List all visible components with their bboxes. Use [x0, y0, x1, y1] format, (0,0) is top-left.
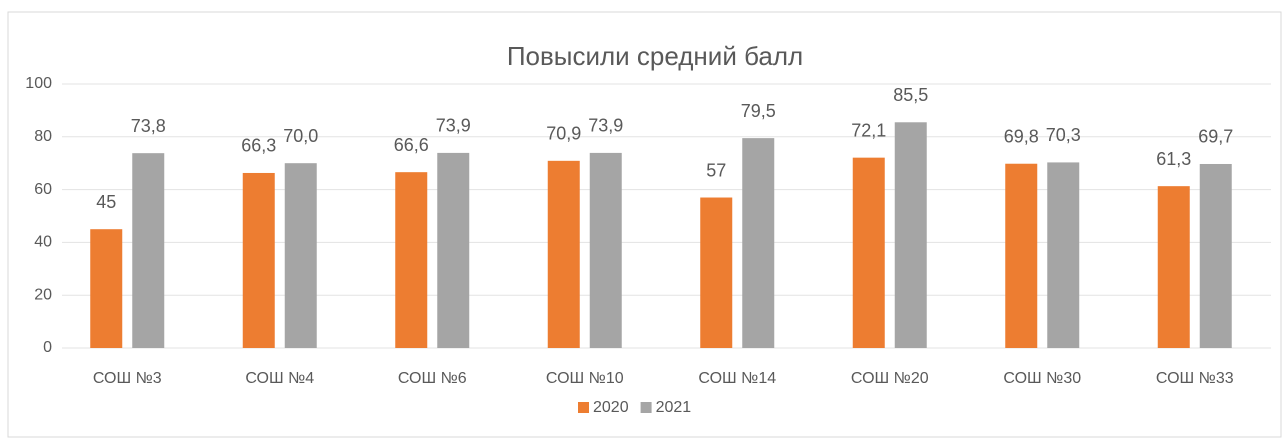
bar — [284, 163, 317, 348]
bar — [852, 157, 885, 348]
value-label: 66,3 — [241, 136, 276, 156]
bar — [1199, 163, 1232, 348]
bar — [1005, 163, 1038, 348]
chart-frame — [7, 11, 1282, 438]
bar — [1157, 186, 1190, 348]
bar — [700, 197, 733, 348]
value-label: 73,8 — [131, 116, 166, 136]
bar — [395, 172, 428, 348]
value-label: 73,9 — [436, 116, 471, 136]
x-tick-label: СОШ №14 — [698, 370, 776, 387]
value-label: 66,6 — [394, 135, 429, 155]
value-label: 70,9 — [546, 124, 581, 144]
x-tick-label: СОШ №30 — [1003, 370, 1081, 387]
bar — [132, 153, 165, 348]
value-label: 85,5 — [893, 85, 928, 105]
legend-swatch — [640, 402, 652, 413]
bar — [1047, 162, 1080, 348]
x-tick-label: СОШ №6 — [398, 370, 467, 387]
value-label: 79,5 — [741, 101, 776, 121]
bar — [742, 138, 775, 348]
legend-swatch — [578, 402, 589, 413]
y-tick-label: 20 — [34, 286, 52, 303]
y-tick-label: 60 — [34, 181, 52, 198]
value-label: 73,9 — [588, 116, 623, 136]
x-tick-label: СОШ №3 — [93, 370, 162, 387]
y-tick-label: 100 — [25, 75, 52, 92]
x-tick-label: СОШ №4 — [245, 370, 314, 387]
bar — [437, 152, 470, 348]
x-tick-label: СОШ №33 — [1156, 370, 1234, 387]
bar — [242, 172, 275, 348]
value-label: 57 — [706, 160, 726, 180]
value-label: 70,0 — [283, 126, 318, 146]
bar — [894, 122, 927, 348]
x-tick-label: СОШ №20 — [851, 370, 929, 387]
value-label: 45 — [96, 192, 116, 212]
y-tick-label: 40 — [34, 234, 52, 251]
chart-title: Повысили средний балл — [507, 41, 803, 71]
bar — [547, 160, 580, 348]
value-label: 72,1 — [851, 120, 886, 140]
y-tick-label: 0 — [43, 339, 52, 356]
bar — [90, 229, 123, 348]
legend-label: 2021 — [656, 399, 692, 416]
y-tick-label: 80 — [34, 128, 52, 145]
legend-label: 2020 — [593, 399, 629, 416]
value-label: 61,3 — [1156, 149, 1191, 169]
bar — [589, 152, 622, 348]
value-label: 70,3 — [1046, 125, 1081, 145]
value-label: 69,7 — [1198, 127, 1233, 147]
x-tick-label: СОШ №10 — [546, 370, 624, 387]
value-label: 69,8 — [1004, 126, 1039, 146]
